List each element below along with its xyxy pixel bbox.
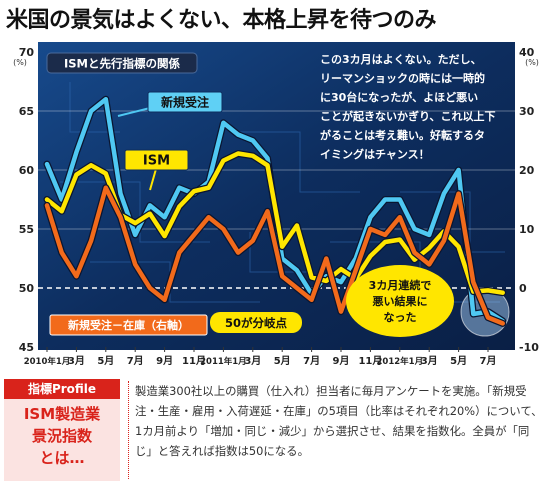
note-line-5: がることは考え難い。好転するタ	[320, 128, 485, 142]
right-tick-label: -10	[519, 341, 539, 354]
ism-connector	[149, 168, 157, 191]
left-axis: 70 65 60 55 50 45	[19, 46, 35, 354]
right-tick-label: 30	[519, 105, 535, 118]
right-tick-label: 10	[519, 223, 535, 236]
profile-heading-line-1: ISM製造業	[23, 405, 101, 423]
new-orders-label-box	[147, 91, 223, 113]
ism-label: ISM	[143, 154, 170, 169]
profile-heading-line-2: 景況指数	[31, 427, 92, 445]
new-orders-connector	[117, 107, 151, 117]
left-axis-unit: (%)	[13, 58, 27, 67]
x-tick-label: 5月	[450, 355, 467, 367]
profile-body: 製造業300社以上の購買（仕入れ）担当者に毎月アンケートを実施。「新規受注・生産…	[128, 381, 544, 479]
left-tick-label: 55	[19, 223, 34, 236]
right-axis-unit: (%)	[525, 58, 539, 67]
spread-label: 新規受注－在庫（右軸）	[68, 318, 189, 332]
profile-heading: ISM製造業 景況指数 とは…	[4, 403, 120, 469]
x-tick-label: 9月	[333, 355, 350, 367]
right-tick-label: 0	[519, 282, 527, 295]
right-tick-label: 20	[519, 164, 535, 177]
page-title: 米国の景気はよくない、本格上昇を待つのみ	[6, 8, 437, 33]
profile-heading-line-3: とは…	[39, 449, 85, 467]
ism-label-box	[124, 149, 189, 171]
right-tick-label: 40	[519, 46, 535, 59]
note-line-3: に30台になったが、よほど悪い	[320, 90, 478, 104]
callout-bubble	[346, 265, 454, 337]
note-line-6: イミングはチャンス！	[320, 147, 430, 161]
left-tick-label: 45	[19, 341, 34, 354]
series-group	[43, 95, 507, 327]
left-tick-label: 50	[19, 282, 35, 295]
callout-line-3: なった	[384, 311, 417, 324]
profile-heading-block: 指標Profile ISM製造業 景況指数 とは…	[4, 379, 120, 481]
x-tick-label: 2012年1月	[377, 356, 424, 367]
threshold-label: 50が分岐点	[225, 316, 288, 330]
chart-title-box	[46, 52, 198, 74]
spread-label-box	[49, 314, 208, 336]
x-tick-label: 5月	[97, 355, 114, 367]
callout-line-1: 3カ月連続で	[369, 278, 432, 292]
left-tick-label: 65	[19, 105, 34, 118]
note-line-2: リーマンショックの時には一時的	[320, 71, 485, 85]
x-tick-label: 11月	[358, 355, 382, 367]
threshold-label-box	[210, 312, 302, 333]
profile-tag: 指標Profile	[4, 379, 120, 399]
x-tick-label: 5月	[274, 355, 291, 367]
x-tick-label: 11月	[182, 355, 206, 367]
series-2-line	[44, 185, 505, 326]
x-tick-label: 3月	[244, 355, 261, 367]
callout-line-2: 悪い結果に	[373, 294, 428, 308]
x-tick-label: 2011年1月	[200, 356, 247, 367]
note-line-1: この3カ月はよくない。ただし、	[320, 53, 482, 66]
x-tick-label: 7月	[303, 355, 320, 367]
x-tick-label: 3月	[68, 355, 85, 367]
x-tick-label: 2010年1月	[24, 356, 71, 367]
x-tick-label: 9月	[156, 355, 173, 367]
note-text: この3カ月はよくない。ただし、 リーマンショックの時には一時的 に30台になった…	[320, 53, 496, 161]
left-tick-label: 60	[19, 164, 35, 177]
x-tick-label: 3月	[421, 355, 438, 367]
note-line-4: ことが起きないかぎり、これ以上下	[320, 109, 496, 123]
right-axis: 40 30 20 10 0 -10	[519, 46, 539, 354]
x-tick-label: 7月	[127, 355, 144, 367]
chart-title: ISMと先行指標の関係	[64, 57, 181, 71]
new-orders-label: 新規受注	[161, 95, 209, 110]
profile-section: 指標Profile ISM製造業 景況指数 とは… 製造業300社以上の購買（仕…	[0, 377, 551, 483]
x-tick-label: 7月	[480, 355, 497, 367]
left-tick-label: 70	[19, 46, 35, 59]
